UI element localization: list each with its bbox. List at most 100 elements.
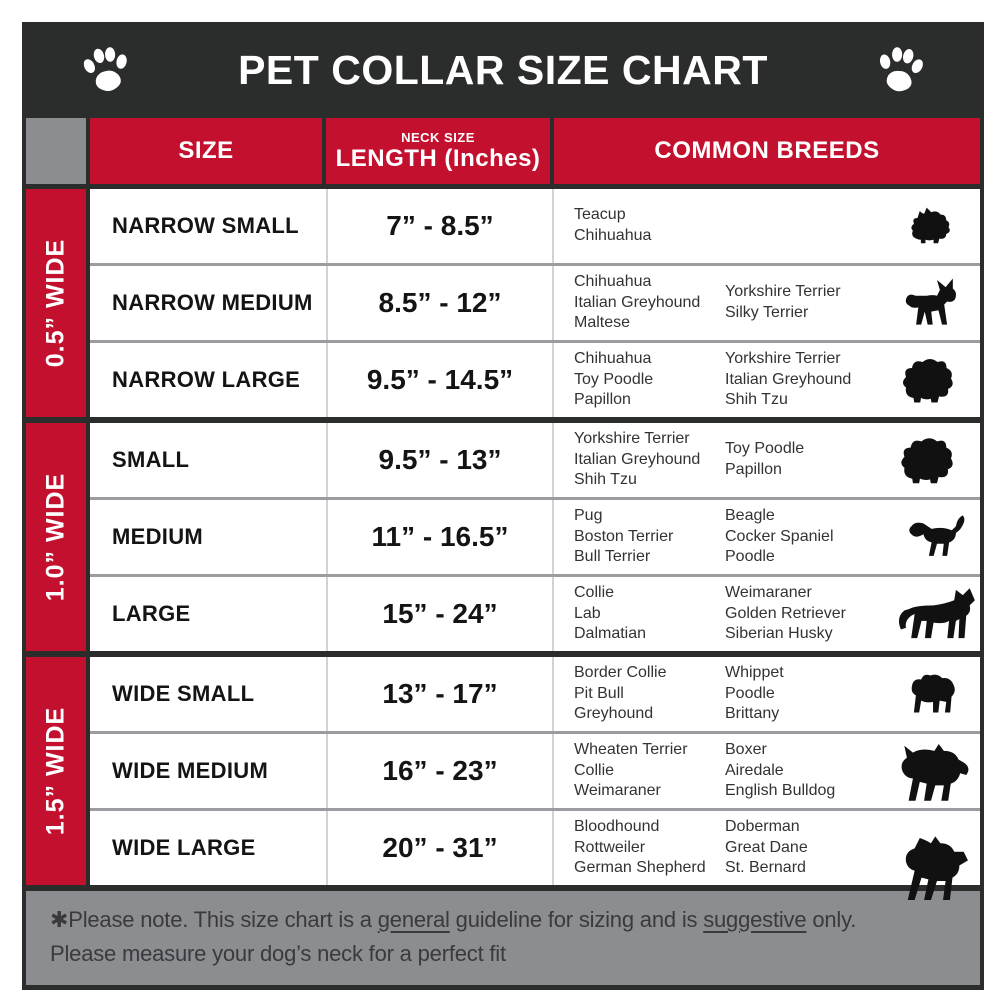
- table-row-small: SMALL 9.5” - 13” Yorkshire Terrier Itali…: [90, 423, 980, 497]
- breed-list-2: Boxer Airedale English Bulldog: [725, 740, 894, 802]
- breed-name: Chihuahua: [574, 349, 652, 367]
- breed-list-2: Yorkshire Terrier Silky Terrier: [725, 282, 894, 324]
- column-divider: [552, 343, 554, 417]
- breed-list-2: Weimaraner Golden Retriever Siberian Hus…: [725, 583, 894, 645]
- breed-name: Papillon: [725, 461, 782, 478]
- breed-name: Boxer: [725, 740, 767, 758]
- doberman-dog-icon: [894, 813, 980, 925]
- table-row-large: LARGE 15” - 24” Collie Lab Dalmatian Wei…: [90, 577, 980, 651]
- breed-name: English Bulldog: [725, 782, 836, 800]
- breed-name: Shih Tzu: [725, 391, 788, 409]
- column-divider: [552, 734, 554, 808]
- column-divider: [552, 500, 554, 574]
- dog-icon-wrap: [894, 813, 980, 883]
- neck-length-value: 9.5” - 14.5”: [366, 364, 514, 395]
- width-section-1-5: 1.5” WIDE WIDE SMALL 13” - 17” Border Co…: [26, 657, 980, 885]
- column-divider: [326, 577, 328, 651]
- note-text: ✱Please note. This size chart is a: [50, 907, 378, 932]
- breed-name: Wheaten Terrier: [574, 740, 688, 758]
- table-row-narrow-large: NARROW LARGE 9.5” - 14.5” Chihuahua Toy …: [90, 343, 980, 417]
- neck-length-value: 20” - 31”: [382, 832, 498, 863]
- size-label: SMALL: [112, 447, 190, 472]
- breed-name: Bloodhound: [574, 817, 660, 835]
- size-label: NARROW SMALL: [112, 213, 299, 238]
- corner-cell: [26, 118, 86, 184]
- common-breeds-cell: Wheaten Terrier Collie Weimaraner Boxer …: [554, 734, 980, 808]
- neck-length-value: 8.5” - 12”: [378, 287, 502, 318]
- breed-name: Chihuahua: [574, 227, 652, 244]
- note-text: only.: [806, 907, 857, 932]
- breed-name: Greyhound: [574, 705, 654, 723]
- breed-name: German Shepherd: [574, 859, 706, 877]
- section-rows: NARROW SMALL 7” - 8.5” Teacup Chihuahua: [90, 189, 980, 417]
- dog-icon-wrap: [894, 732, 980, 810]
- note-text: guideline for sizing and is: [449, 907, 704, 932]
- common-breeds-cell: Pug Boston Terrier Bull Terrier Beagle C…: [554, 500, 980, 574]
- width-label-cell: 1.0” WIDE: [26, 423, 86, 651]
- breed-list-2: Doberman Great Dane St. Bernard: [725, 817, 894, 879]
- paw-print-icon: [74, 38, 139, 103]
- width-label-cell: 0.5” WIDE: [26, 189, 86, 417]
- breed-list-1: Bloodhound Rottweiler German Shepherd: [574, 817, 725, 879]
- breed-name: Beagle: [725, 506, 775, 524]
- breed-list-1: Wheaten Terrier Collie Weimaraner: [574, 740, 725, 802]
- disclaimer-line-1: ✱Please note. This size chart is a gener…: [50, 903, 956, 937]
- yorkie-dog-icon: [908, 203, 966, 249]
- length-header-label: LENGTH (Inches): [335, 144, 541, 172]
- column-divider: [552, 189, 554, 263]
- breed-name: Lab: [574, 604, 601, 622]
- breed-name: Airedale: [725, 761, 784, 779]
- paw-print-icon: [869, 39, 931, 101]
- row-divider: [90, 263, 980, 266]
- dog-icon-wrap: [894, 429, 980, 491]
- dog-icon-wrap: [894, 203, 980, 249]
- column-divider: [326, 811, 328, 885]
- pit-bull-dog-icon: [894, 732, 980, 818]
- breed-name: Pit Bull: [574, 684, 624, 702]
- breed-name: Chihuahua: [574, 272, 652, 290]
- breed-name: Great Dane: [725, 838, 808, 856]
- row-divider: [90, 731, 980, 734]
- breed-name: Toy Poodle: [725, 440, 805, 458]
- bulldog-dog-icon: [904, 662, 970, 726]
- column-divider: [552, 811, 554, 885]
- row-divider: [90, 808, 980, 811]
- width-label: 1.5” WIDE: [41, 706, 70, 836]
- breed-list-1: Yorkshire Terrier Italian Greyhound Shih…: [574, 429, 725, 491]
- neck-length-value: 16” - 23”: [382, 755, 498, 786]
- breed-name: Yorkshire Terrier: [725, 349, 841, 367]
- breed-list-2: Toy Poodle Papillon: [725, 439, 894, 481]
- dachshund-dog-icon: [895, 510, 979, 564]
- neck-length-value: 15” - 24”: [382, 598, 498, 629]
- breed-name: Poodle: [725, 684, 775, 702]
- breed-name: Doberman: [725, 817, 800, 835]
- column-divider: [552, 577, 554, 651]
- common-breeds-cell: Collie Lab Dalmatian Weimaraner Golden R…: [554, 577, 980, 651]
- size-label: MEDIUM: [112, 524, 204, 549]
- size-label: NARROW MEDIUM: [112, 290, 313, 315]
- note-underlined-word: suggestive: [703, 907, 807, 932]
- width-label: 1.0” WIDE: [41, 472, 70, 602]
- breed-name: Papillon: [574, 391, 631, 409]
- neck-length-value: 9.5” - 13”: [378, 444, 502, 475]
- breed-name: Weimaraner: [574, 782, 661, 800]
- table-header-row: SIZE NECK SIZE LENGTH (Inches) COMMON BR…: [26, 118, 980, 184]
- size-label: WIDE LARGE: [112, 835, 256, 860]
- column-divider: [326, 189, 328, 263]
- size-label: WIDE MEDIUM: [112, 758, 269, 783]
- breed-name: Border Collie: [574, 663, 667, 681]
- table-row-wide-large: WIDE LARGE 20” - 31” Bloodhound Rottweil…: [90, 811, 980, 885]
- row-divider: [90, 497, 980, 500]
- width-section-1-0: 1.0” WIDE SMALL 9.5” - 13” Yorkshire Ter…: [26, 423, 980, 651]
- pomeranian-dog-icon: [900, 350, 975, 410]
- neck-length-value: 11” - 16.5”: [371, 521, 509, 552]
- breed-list-2: Yorkshire Terrier Italian Greyhound Shih…: [725, 349, 894, 411]
- row-divider: [90, 574, 980, 577]
- column-divider: [326, 734, 328, 808]
- breed-name: Rottweiler: [574, 838, 646, 856]
- size-label: NARROW LARGE: [112, 367, 301, 392]
- common-breeds-cell: Chihuahua Italian Greyhound Maltese York…: [554, 266, 980, 340]
- breed-name: Bull Terrier: [574, 548, 651, 566]
- width-label-cell: 1.5” WIDE: [26, 657, 86, 885]
- german-shepherd-dog-icon: [894, 577, 980, 651]
